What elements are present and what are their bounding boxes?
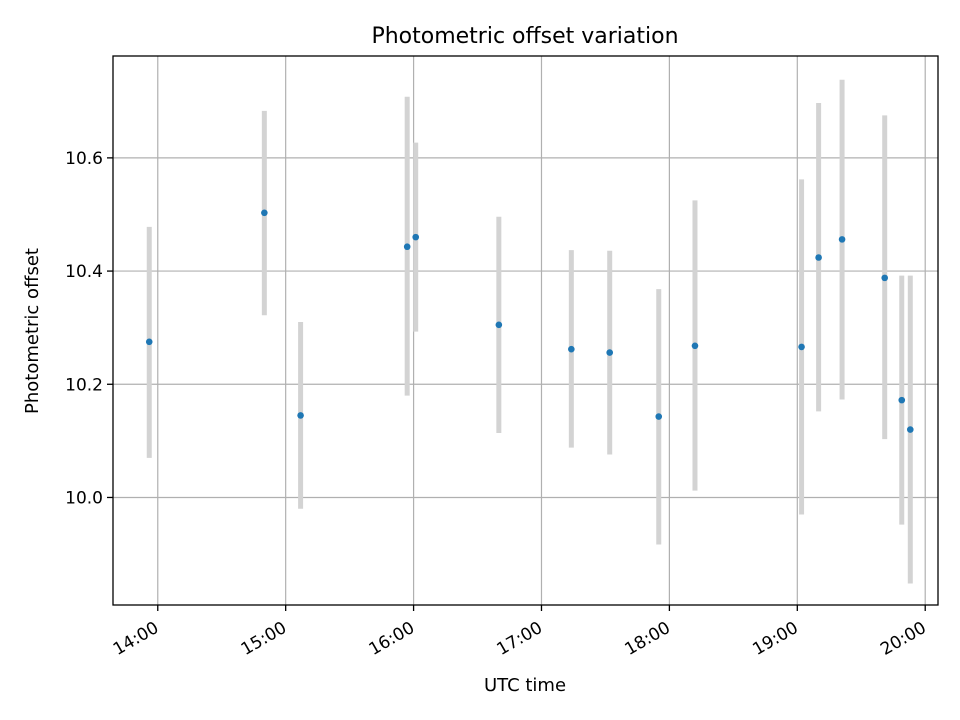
x-tick-label: 15:00	[238, 618, 290, 660]
x-tick-label: 20:00	[877, 618, 929, 660]
data-point	[898, 396, 906, 404]
error-bars	[146, 79, 913, 584]
data-points	[145, 209, 914, 433]
x-tick-label: 14:00	[110, 618, 162, 660]
data-point	[297, 412, 304, 419]
y-tick-label: 10.4	[65, 262, 103, 282]
plot-frame	[112, 55, 939, 606]
data-point	[798, 343, 805, 351]
y-axis-label: Photometric offset	[22, 248, 43, 414]
grid	[113, 56, 938, 605]
data-point	[815, 254, 822, 261]
x-axis-ticks: 14:00 15:00 16:00 17:00 18:00 19:00 20:00	[110, 605, 930, 660]
data-point	[568, 345, 575, 353]
data-point	[906, 426, 914, 433]
y-tick-label: 10.2	[65, 375, 103, 395]
x-tick-label: 16:00	[366, 618, 418, 660]
data-point	[838, 236, 846, 243]
data-point	[691, 342, 699, 350]
data-point	[403, 243, 411, 251]
y-axis-ticks: 10.0 10.2 10.4 10.6	[65, 149, 113, 508]
chart-title: Photometric offset variation	[371, 24, 678, 49]
data-point	[495, 321, 503, 329]
data-point	[412, 233, 420, 241]
data-point	[261, 209, 268, 217]
x-tick-label: 18:00	[621, 618, 673, 660]
data-point	[655, 413, 663, 420]
x-tick-label: 17:00	[494, 618, 546, 660]
y-tick-label: 10.6	[65, 149, 103, 169]
data-point	[881, 274, 889, 282]
y-tick-label: 10.0	[65, 488, 103, 508]
data-point	[145, 338, 153, 346]
x-tick-label: 19:00	[749, 618, 801, 660]
data-point	[606, 349, 614, 356]
x-axis-label: UTC time	[484, 675, 566, 696]
